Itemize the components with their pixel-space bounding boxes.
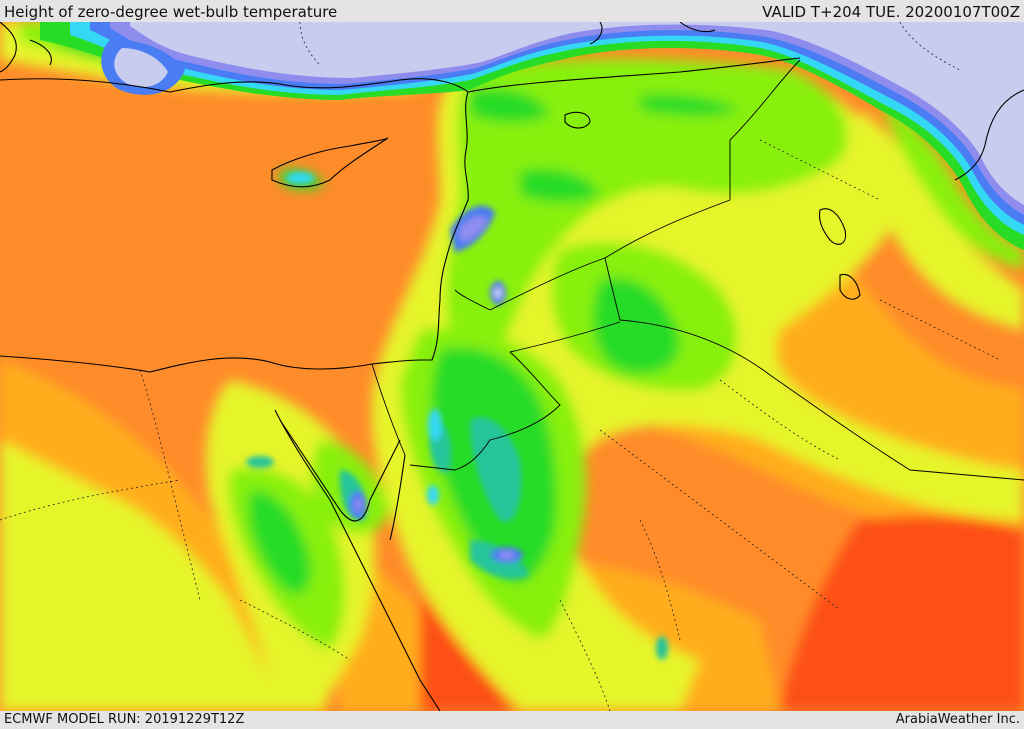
header-bar: Height of zero-degree wet-bulb temperatu… xyxy=(0,0,1024,22)
chart-title: Height of zero-degree wet-bulb temperatu… xyxy=(4,3,338,21)
field-cold-cores xyxy=(246,172,668,660)
coastlines xyxy=(0,22,1024,711)
country-borders xyxy=(371,59,1024,481)
credit-label: ArabiaWeather Inc. xyxy=(895,712,1020,727)
footer-bar: ECMWF MODEL RUN: 20191229T12Z ArabiaWeat… xyxy=(0,711,1024,729)
valid-time-label: VALID T+204 TUE. 20200107T00Z xyxy=(762,3,1020,21)
province-borders xyxy=(0,22,1001,711)
weather-map xyxy=(0,22,1024,711)
northern-cold-belt xyxy=(40,22,1024,250)
model-run-label: ECMWF MODEL RUN: 20191229T12Z xyxy=(4,712,245,727)
map-canvas xyxy=(0,22,1024,711)
